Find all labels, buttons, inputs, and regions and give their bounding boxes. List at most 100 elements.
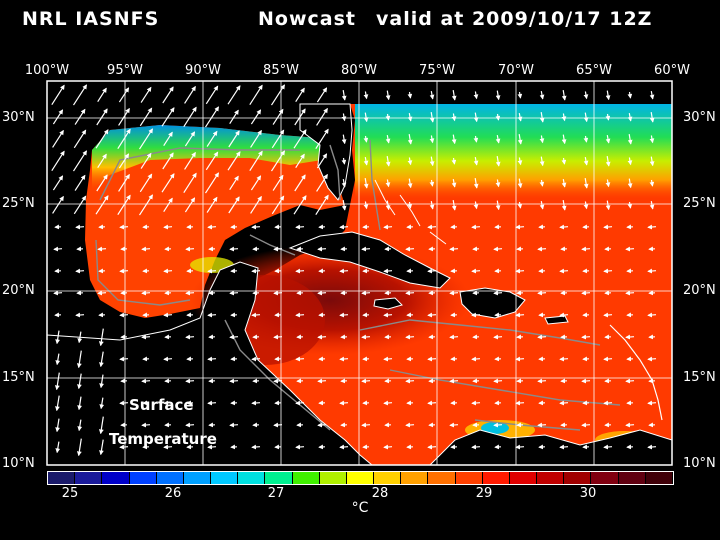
wind-arrow (141, 290, 151, 296)
wind-arrow (99, 351, 104, 368)
wind-arrow (495, 134, 501, 144)
wind-arrow (649, 179, 655, 187)
wind-arrow (385, 134, 391, 144)
wind-arrow (341, 113, 347, 122)
wind-arrow (605, 113, 611, 121)
wind-arrow (295, 224, 305, 230)
wind-arrow (141, 422, 151, 428)
wind-arrow (625, 290, 635, 296)
wind-arrow (517, 91, 523, 99)
bahamas (374, 179, 447, 245)
wind-arrow (73, 195, 87, 215)
wind-arrow (273, 246, 283, 252)
wind-arrow (295, 444, 305, 450)
wind-arrow (163, 400, 173, 406)
wind-arrow (184, 197, 196, 213)
wind-arrow (249, 84, 263, 106)
wind-arrow (77, 419, 83, 432)
wind-arrow (227, 85, 241, 105)
lon-label: 65°W (576, 63, 612, 78)
wind-arrow (293, 195, 307, 215)
wind-arrow (385, 200, 391, 211)
wind-arrow (561, 134, 567, 145)
wind-arrow (55, 330, 60, 345)
wind-arrow (205, 85, 219, 105)
wind-arrow (581, 422, 591, 428)
lat-label-right: 20°N (683, 283, 716, 298)
colorbar-unit: °C (351, 500, 369, 516)
wind-arrow (97, 87, 107, 103)
colorbar-swatch (645, 472, 673, 484)
wind-arrow (647, 224, 657, 230)
wind-arrow (471, 224, 481, 230)
wind-arrow (339, 356, 349, 362)
wind-arrow (517, 134, 523, 145)
wind-arrow (407, 91, 413, 99)
wind-arrow (627, 201, 633, 209)
puerto-rico (544, 315, 569, 325)
wind-arrow (649, 156, 655, 167)
wind-arrow (76, 350, 82, 369)
wind-arrow (427, 268, 437, 274)
wind-arrow (250, 129, 262, 148)
wind-arrow (273, 378, 283, 384)
wind-arrow (449, 334, 459, 340)
wind-arrow (539, 200, 545, 210)
wind-arrow (117, 128, 131, 150)
wind-arrow (96, 108, 108, 126)
wind-arrow (647, 400, 657, 406)
wind-arrow (163, 444, 173, 450)
wind-arrow (559, 356, 569, 362)
colorbar-swatch (211, 472, 239, 484)
wind-arrow (473, 178, 479, 189)
wind-arrow (627, 91, 633, 99)
lat-label-left: 20°N (2, 283, 35, 298)
wind-arrow (449, 422, 459, 428)
colorbar (47, 471, 674, 485)
wind-arrow (77, 396, 82, 411)
wind-arrow (55, 353, 61, 366)
wind-arrow (625, 422, 635, 428)
wind-arrow (647, 356, 657, 362)
wind-arrow (118, 107, 130, 126)
wind-arrow (561, 200, 567, 211)
wind-arrow (251, 400, 261, 406)
wind-arrow (361, 378, 371, 384)
wind-arrow (139, 173, 153, 193)
wind-arrow (55, 395, 60, 412)
wind-arrow (185, 378, 195, 384)
wind-arrow (98, 416, 104, 435)
wind-arrow (407, 157, 413, 166)
wind-arrow (317, 334, 327, 340)
wind-arrow (51, 150, 65, 172)
wind-arrow (161, 107, 175, 127)
colorbar-swatch (238, 472, 266, 484)
wind-arrow (162, 152, 174, 170)
colorbar-tick: 26 (164, 486, 182, 501)
wind-arrow (383, 312, 393, 318)
wind-arrow (539, 90, 545, 100)
wind-arrow (627, 112, 633, 122)
wind-arrow (141, 378, 151, 384)
wind-arrow (55, 418, 60, 433)
wind-arrow (517, 157, 523, 166)
wind-arrow (119, 444, 129, 450)
wind-arrow (361, 422, 371, 428)
wind-arrow (515, 312, 525, 318)
wind-arrow (273, 290, 283, 296)
wind-arrow (250, 175, 262, 191)
wind-arrow (493, 378, 503, 384)
wind-arrow (95, 129, 109, 149)
colorbar-swatch (156, 472, 184, 484)
wind-arrow (539, 156, 545, 167)
colorbar-swatch (102, 472, 130, 484)
wind-arrow (99, 439, 104, 456)
wind-arrow (517, 201, 523, 209)
wind-arrow (228, 196, 240, 214)
wind-arrow (250, 109, 262, 125)
wind-arrow (139, 107, 153, 127)
wind-arrow (229, 378, 239, 384)
wind-arrow (339, 400, 349, 406)
wind-arrow (429, 179, 435, 187)
wind-arrow (317, 290, 327, 296)
